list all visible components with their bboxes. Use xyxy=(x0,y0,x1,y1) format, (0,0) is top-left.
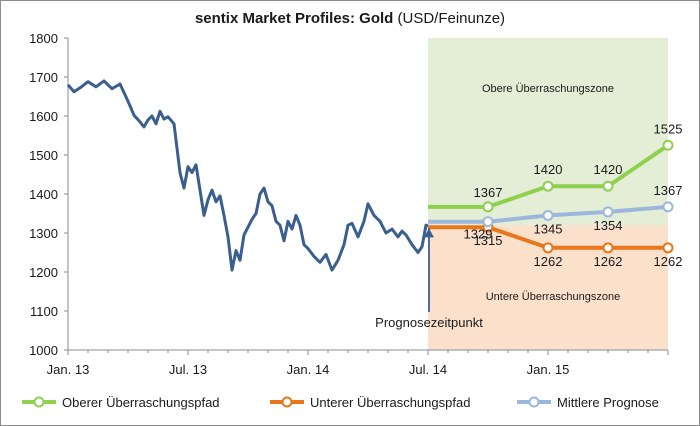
legend-marker xyxy=(281,396,293,408)
x-tick-label: Jan. 13 xyxy=(47,362,90,377)
legend-label: Mittlere Prognose xyxy=(557,395,659,410)
forecast-series-2: 1315 1262 1262 1262 xyxy=(428,221,683,269)
forecast-point xyxy=(542,242,554,254)
legend-item-2: Unterer Überraschungspfad xyxy=(270,395,470,410)
chart-title-unit: (USD/Feinunze) xyxy=(393,10,506,27)
legend-label: Oberer Überraschungspfad xyxy=(62,395,220,410)
data-label: 1420 xyxy=(594,162,623,177)
forecast-point xyxy=(602,242,614,254)
forecast-paths: 1367 1420 1420 1525 1315 1262 1262 1262 1329 1345… xyxy=(428,121,682,269)
chart-title-main: sentix Market Profiles: Gold xyxy=(194,10,394,27)
forecast-point xyxy=(482,216,494,228)
forecast-point xyxy=(602,206,614,218)
legend-item-3: Mittlere Prognose xyxy=(517,395,659,410)
forecast-point xyxy=(542,209,554,221)
forecast-series-3: 1329 1345 1354 1367 xyxy=(428,183,682,242)
data-label: 1262 xyxy=(654,254,683,269)
legend-marker xyxy=(528,396,540,408)
upper-surprise-zone xyxy=(428,38,668,226)
x-tick-label: Jul. 14 xyxy=(409,362,447,377)
history-series xyxy=(66,79,429,272)
data-label: 1420 xyxy=(534,162,563,177)
forecast-point xyxy=(602,180,614,192)
forecast-arrow-head xyxy=(424,228,434,238)
forecast-marker xyxy=(424,228,434,312)
data-label: 1262 xyxy=(594,254,623,269)
x-tick-label: Jan. 14 xyxy=(287,362,330,377)
data-label: 1367 xyxy=(474,185,503,200)
data-label: 1329 xyxy=(464,227,493,242)
chart-title: sentix Market Profiles: Gold (USD/Feinun… xyxy=(0,10,700,27)
forecast-point xyxy=(662,139,674,151)
lower-zone-label: Untere Überraschungszone xyxy=(486,291,621,303)
data-label: 1367 xyxy=(654,183,683,198)
history-line xyxy=(66,79,429,272)
legend-item-1: Oberer Überraschungspfad xyxy=(22,395,220,410)
y-tick-label: 1100 xyxy=(30,304,58,319)
y-tick-label: 1300 xyxy=(29,226,58,241)
y-tick-label: 1200 xyxy=(29,265,58,280)
x-axis-ticks: Jan. 13 Jul. 13 Jan. 14 Jul. 14 Jan. 15 xyxy=(47,350,669,377)
forecast-point xyxy=(482,201,494,213)
data-label: 1354 xyxy=(594,218,623,233)
upper-zone-label: Obere Überraschungszone xyxy=(482,83,614,95)
y-tick-label: 1400 xyxy=(29,187,58,202)
x-tick-label: Jan. 15 xyxy=(527,362,570,377)
legend-marker xyxy=(33,396,45,408)
y-tick-label: 1700 xyxy=(29,70,58,85)
y-tick-label: 1500 xyxy=(29,148,58,163)
y-tick-label: 1800 xyxy=(29,31,58,46)
data-label: 1262 xyxy=(534,254,563,269)
forecast-series-1: 1367 1420 1420 1525 xyxy=(428,121,683,213)
forecast-time-label: Prognosezeitpunkt xyxy=(375,315,483,330)
y-tick-label: 1000 xyxy=(29,343,58,358)
data-label: 1525 xyxy=(654,121,683,136)
data-label: 1315 xyxy=(474,233,503,248)
forecast-point xyxy=(542,180,554,192)
forecast-point xyxy=(662,242,674,254)
legend-label: Unterer Überraschungspfad xyxy=(310,395,470,410)
y-tick-label: 1600 xyxy=(29,109,58,124)
y-axis-ticks: 1000 1100 1200 1300 1400 1500 1600 1700 1800 xyxy=(29,31,68,358)
x-tick-label: Jul. 13 xyxy=(169,362,207,377)
forecast-point xyxy=(662,201,674,213)
data-label: 1345 xyxy=(534,221,563,236)
legend: Oberer Überraschungspfad Unterer Überrasc… xyxy=(22,395,659,410)
